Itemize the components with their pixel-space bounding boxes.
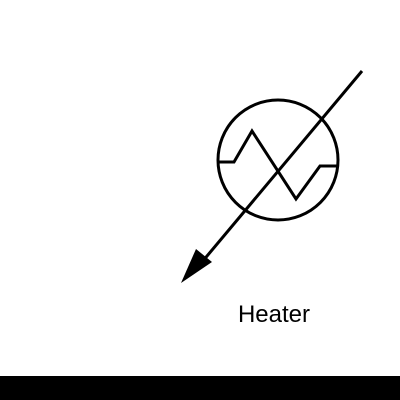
arrow-shaft <box>200 70 364 263</box>
heater-circle <box>216 98 340 222</box>
arrow-head <box>181 249 212 283</box>
heater-symbol-icon <box>181 70 364 283</box>
bottom-bar <box>0 376 400 400</box>
heater-label: Heater <box>237 301 311 328</box>
heater-zigzag <box>218 128 338 202</box>
